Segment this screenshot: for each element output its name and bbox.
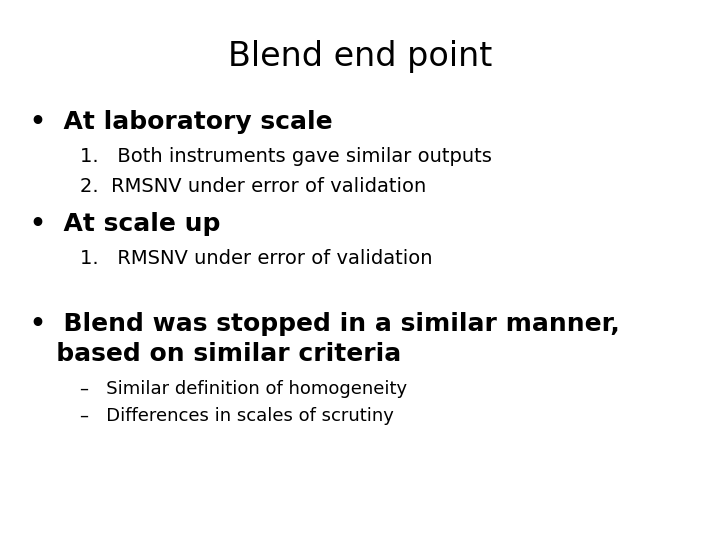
Text: •  Blend was stopped in a similar manner,: • Blend was stopped in a similar manner, [30, 312, 620, 336]
Text: 1.   RMSNV under error of validation: 1. RMSNV under error of validation [80, 249, 433, 268]
Text: •  At scale up: • At scale up [30, 212, 220, 236]
Text: –   Similar definition of homogeneity: – Similar definition of homogeneity [80, 380, 407, 398]
Text: Blend end point: Blend end point [228, 40, 492, 73]
Text: •  At laboratory scale: • At laboratory scale [30, 110, 333, 134]
Text: 2.  RMSNV under error of validation: 2. RMSNV under error of validation [80, 177, 426, 196]
Text: based on similar criteria: based on similar criteria [30, 342, 401, 366]
Text: –   Differences in scales of scrutiny: – Differences in scales of scrutiny [80, 407, 394, 425]
Text: 1.   Both instruments gave similar outputs: 1. Both instruments gave similar outputs [80, 147, 492, 166]
